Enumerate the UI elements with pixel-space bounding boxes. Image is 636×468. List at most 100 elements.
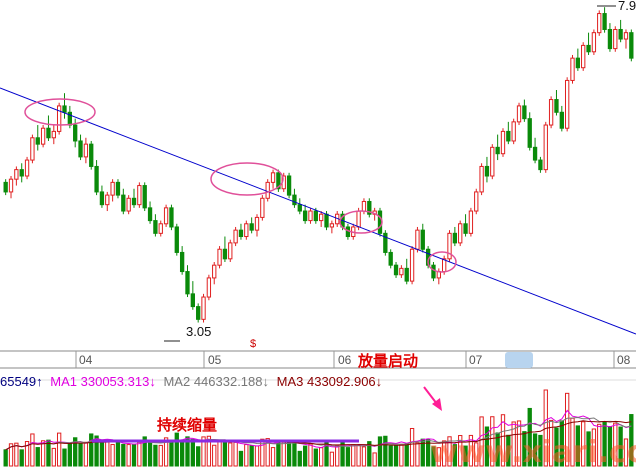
candle: [431, 262, 436, 282]
volume-bar: [260, 438, 265, 467]
candle-body: [409, 248, 415, 282]
candle: [484, 156, 490, 183]
volume-bar: [452, 444, 458, 467]
vol-value: 65549: [0, 374, 36, 389]
volume-bar: [463, 445, 468, 467]
candle-body: [276, 172, 281, 190]
volume-bar: [586, 431, 591, 467]
candle-body: [431, 264, 436, 279]
candle-body: [581, 44, 586, 69]
volume-bar: [40, 440, 46, 467]
volume-bar: [425, 438, 431, 467]
candle-body: [99, 191, 105, 206]
high-price-label: 7.9: [618, 0, 636, 13]
candle: [233, 226, 238, 247]
breakout-annotation: 放量启动: [357, 352, 418, 370]
volume-bar: [356, 444, 361, 467]
volume-bar: [46, 439, 51, 467]
candle-body: [613, 28, 618, 50]
candle-body: [147, 207, 153, 222]
volume-bar: [319, 447, 324, 467]
candle: [137, 182, 142, 208]
candle: [458, 220, 463, 247]
candle-body: [591, 32, 597, 53]
touch-ellipse-2: [210, 162, 284, 196]
volume-bar: [3, 449, 8, 467]
volume-bar: [201, 436, 206, 467]
candle-body: [532, 146, 538, 161]
candle-body: [324, 213, 329, 228]
ma1-value: 330053.313: [81, 374, 150, 389]
candle-body: [174, 226, 179, 253]
candle: [228, 239, 233, 262]
candle-body: [126, 197, 131, 212]
candle-body: [495, 146, 500, 155]
candle-body: [62, 105, 67, 113]
candle: [506, 121, 511, 145]
volume-bar: [383, 435, 388, 467]
scroll-thumb[interactable]: [505, 352, 533, 368]
candle: [548, 96, 554, 129]
volume-bar: [78, 443, 83, 467]
candle: [260, 195, 265, 221]
volume-bar: [73, 437, 78, 467]
volume-bar: [581, 421, 586, 467]
candle-body: [404, 267, 409, 282]
candle: [399, 265, 404, 278]
candle: [581, 42, 586, 71]
candle: [270, 169, 276, 189]
ma1-label: MA1: [50, 374, 77, 389]
x-axis: 04 05 06 07 08: [0, 350, 636, 369]
candle-body: [51, 130, 56, 139]
volume-bar: [548, 419, 554, 467]
volume-bar: [597, 423, 602, 467]
candle: [196, 303, 201, 323]
volume-bar: [340, 439, 345, 467]
low-price-marker: 3.05: [164, 324, 211, 342]
candle: [142, 182, 147, 212]
volume-bar: [522, 431, 527, 467]
volume-bar: [500, 414, 506, 467]
candle-body: [260, 197, 265, 218]
candles-layer: [3, 7, 634, 323]
candle-body: [313, 210, 318, 222]
candle-body: [548, 99, 554, 126]
candle: [319, 211, 324, 227]
candle: [474, 188, 479, 215]
volume-bars-layer: [3, 389, 634, 467]
volume-bar: [142, 436, 147, 467]
volume-bar: [372, 452, 377, 467]
volume-bar: [14, 442, 19, 467]
candle: [383, 230, 388, 256]
candle-body: [415, 229, 420, 250]
candle: [302, 204, 308, 224]
x-tick-07: 07: [469, 353, 483, 367]
candle: [495, 134, 500, 161]
volume-bar: [415, 442, 420, 467]
ma2-label: MA2: [163, 374, 190, 389]
candle: [420, 223, 425, 253]
candle-body: [89, 143, 94, 167]
candle-body: [94, 165, 99, 193]
candle-body: [14, 169, 19, 180]
volume-bar: [431, 446, 436, 467]
candle: [436, 268, 441, 285]
indicator-legend: 65549↑ MA1 330053.313↓ MA2 446332.188↓ M…: [0, 374, 382, 389]
x-tick-04: 04: [79, 353, 93, 367]
volume-bar: [393, 444, 399, 467]
candle-body: [500, 130, 506, 155]
candle: [367, 198, 372, 218]
volume-bar: [8, 443, 14, 467]
candle-body: [185, 271, 190, 295]
candle: [543, 121, 548, 173]
candle-body: [356, 210, 361, 228]
candle-body: [297, 204, 302, 212]
volume-bar: [67, 443, 73, 467]
candle: [35, 125, 40, 151]
candle-body: [286, 175, 292, 196]
candle-body: [8, 178, 14, 193]
candle: [201, 293, 206, 323]
candle: [121, 188, 126, 215]
volume-bar: [361, 446, 367, 467]
candle-body: [367, 200, 372, 215]
